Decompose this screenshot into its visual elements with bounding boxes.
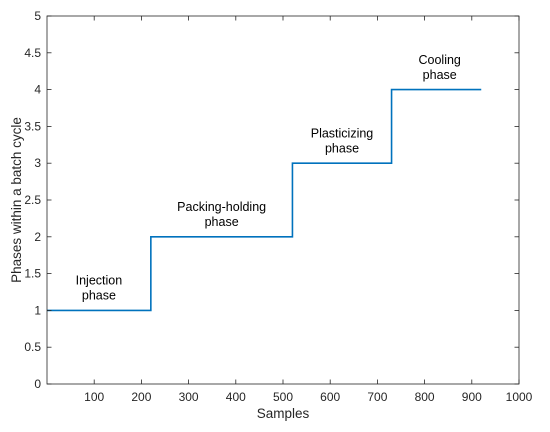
x-tick-label: 900: [462, 390, 482, 404]
plot-frame: [46, 15, 520, 385]
phase-annotation: Packing-holding phase: [177, 200, 266, 229]
x-tick-label: 1000: [506, 390, 533, 404]
y-tick-label: 3.5: [24, 119, 41, 133]
phase-annotation: Plasticizing phase: [311, 126, 374, 155]
plot-area: [47, 16, 519, 384]
phase-annotation: Cooling phase: [419, 53, 461, 82]
series-layer: [47, 88, 482, 312]
x-tick-label: 100: [84, 390, 104, 404]
y-tick-label: 4.5: [24, 46, 41, 60]
annotations: Injection phase Packing-holding phase Plasti…: [76, 53, 461, 303]
x-tick-label: 700: [367, 390, 387, 404]
series-line: [47, 88, 482, 312]
y-tick-label: 5: [34, 9, 41, 23]
y-tick-label: 1: [34, 303, 41, 317]
x-tick-label: 300: [179, 390, 199, 404]
y-tick-label: 3: [34, 156, 41, 170]
x-tick-label: 200: [131, 390, 151, 404]
y-tick-label: 2: [34, 230, 41, 244]
x-axis-label: Samples: [257, 406, 310, 421]
y-axis-label: Phases within a batch cycle: [9, 117, 24, 283]
y-tick-label: 2.5: [24, 193, 41, 207]
phase-annotation: Injection phase: [76, 274, 123, 303]
x-tick-label: 400: [226, 390, 246, 404]
x-tick-label: 800: [415, 390, 435, 404]
y-tick-label: 4: [34, 83, 41, 97]
x-ticks: 100 200 300 400 500 600 700 800 900 1000: [84, 16, 533, 404]
x-tick-label: 500: [273, 390, 293, 404]
x-tick-label: 600: [320, 390, 340, 404]
y-tick-label: 0: [34, 377, 41, 391]
y-tick-label: 0.5: [24, 340, 41, 354]
y-ticks: 0 0.5 1 1.5 2 2.5 3 3.5 4 4.5 5: [24, 9, 519, 391]
y-tick-label: 1.5: [24, 267, 41, 281]
